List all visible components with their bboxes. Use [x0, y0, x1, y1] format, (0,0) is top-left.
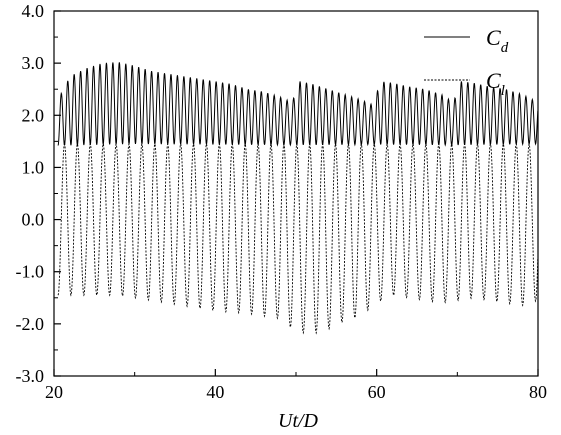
y-tick-label: 0.0: [22, 210, 45, 230]
x-axis-title: Ut/D: [278, 410, 319, 432]
y-tick-label: 4.0: [22, 1, 45, 21]
axes-layer: 20 40 60 80 -3.0 -2.0 -1.0 0.0 1.0 2.0 3.0 4.0: [16, 1, 548, 402]
series-layer: [57, 62, 539, 335]
y-tick-label: 3.0: [22, 53, 45, 73]
y-tick-label: 1.0: [22, 157, 45, 177]
series-line-cd: [57, 62, 539, 147]
legend-label-cl: Cl: [486, 68, 505, 99]
legend-label-cd: Cd: [486, 25, 509, 56]
y-tick-label: -2.0: [16, 314, 45, 334]
x-tick-label: 40: [206, 382, 224, 402]
y-tick-label: 2.0: [22, 105, 45, 125]
x-tick-label: 20: [45, 382, 63, 402]
legend: Cd Cl: [424, 25, 509, 99]
x-tick-label: 80: [529, 382, 547, 402]
y-tick-label: -3.0: [16, 366, 45, 386]
y-tick-label: -1.0: [16, 262, 45, 282]
x-tick-label: 60: [368, 382, 386, 402]
series-line-cl: [57, 142, 539, 335]
